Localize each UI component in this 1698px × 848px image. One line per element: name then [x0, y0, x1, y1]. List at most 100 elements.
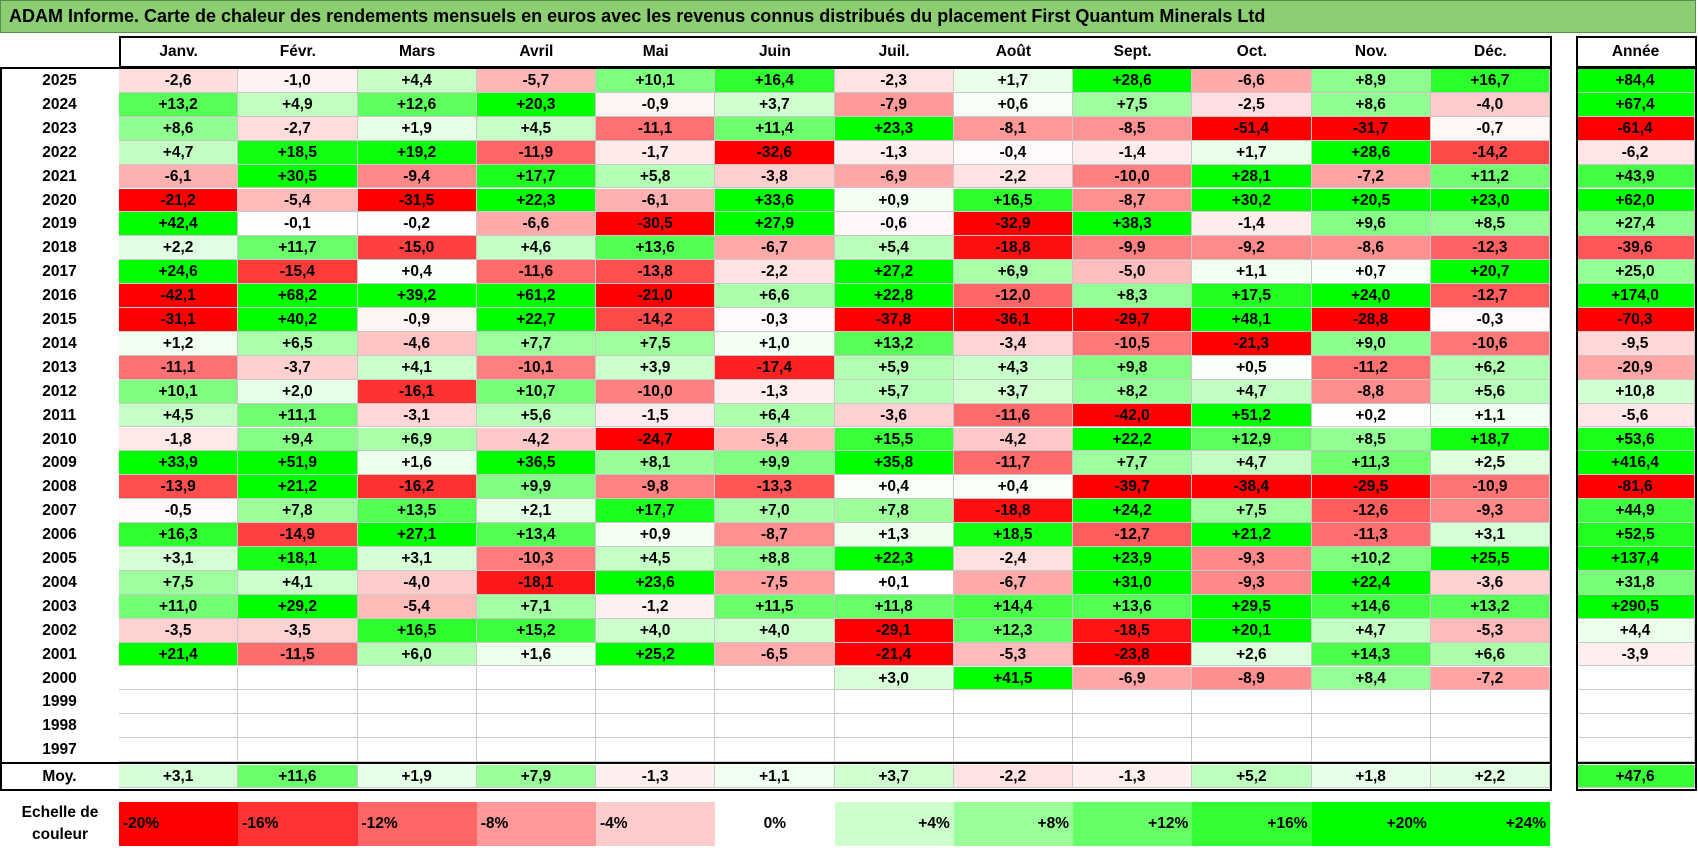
annual-cell: +10,8 — [1576, 379, 1695, 404]
heatmap-cell: +4,5 — [476, 116, 596, 141]
heatmap-cell — [953, 690, 1073, 715]
heatmap-cell: +2,5 — [1430, 451, 1550, 476]
heatmap-cell — [715, 690, 835, 715]
heatmap-cell: +20,7 — [1430, 260, 1550, 285]
heatmap-cell — [596, 714, 716, 739]
heatmap-cell: +8,9 — [1311, 69, 1431, 93]
heatmap-cell: -30,5 — [596, 212, 716, 237]
year-label: 2000 — [42, 669, 77, 687]
heatmap-cell: -21,2 — [119, 188, 239, 213]
heatmap-cell: +3,7 — [953, 379, 1073, 404]
heatmap-cell: -0,9 — [357, 308, 477, 332]
heatmap-cell: +29,2 — [238, 594, 358, 619]
year-label: 2016 — [42, 287, 77, 305]
heatmap-cell: -11,5 — [238, 642, 358, 667]
year-label: 2015 — [42, 311, 77, 328]
heatmap-cell — [119, 738, 239, 763]
avg-cell: -1,3 — [596, 765, 716, 788]
heatmap-cell: +6,2 — [1430, 355, 1550, 380]
annual-cell: -6,2 — [1576, 140, 1695, 165]
heatmap-cell: +27,2 — [834, 260, 954, 285]
avg-label: Moy. — [42, 768, 77, 785]
heatmap-cell: +16,7 — [1430, 69, 1550, 93]
heatmap-cell: +10,1 — [596, 69, 716, 93]
annual-cell: +67,4 — [1576, 92, 1695, 117]
heatmap-cell: +21,4 — [119, 642, 239, 667]
heatmap-cell: -12,7 — [1430, 284, 1550, 308]
heatmap-cell: +0,6 — [953, 92, 1073, 117]
heatmap-cell — [834, 690, 954, 715]
annual-cell: -81,6 — [1576, 475, 1695, 500]
heatmap-cell: +14,3 — [1311, 642, 1431, 667]
heatmap-cell: -14,2 — [1430, 140, 1550, 165]
heatmap-cell — [1430, 690, 1550, 715]
avg-cell: -2,2 — [953, 765, 1073, 788]
heatmap-cell: +8,5 — [1311, 427, 1431, 452]
year-label: 2007 — [42, 502, 77, 520]
heatmap-cell: -4,2 — [476, 427, 596, 452]
avg-cell: +11,6 — [238, 765, 358, 788]
heatmap-cell: +8,6 — [1311, 92, 1431, 117]
heatmap-cell: +8,5 — [1430, 212, 1550, 237]
heatmap-cell: +1,9 — [357, 116, 477, 141]
scale-swatch: +8% — [953, 802, 1073, 846]
heatmap-cell: -3,7 — [238, 355, 358, 380]
heatmap-cell: +11,0 — [119, 594, 239, 619]
heatmap-cell: +0,4 — [953, 475, 1073, 500]
month-header: Mars — [399, 43, 436, 60]
month-header: Août — [995, 43, 1032, 60]
heatmap-cell: +7,5 — [596, 331, 716, 356]
heatmap-cell: -10,0 — [596, 379, 716, 404]
heatmap-cell: -2,2 — [715, 260, 835, 285]
heatmap-cell: +23,0 — [1430, 188, 1550, 213]
annual-cell — [1576, 666, 1695, 691]
heatmap-cell — [1192, 738, 1312, 763]
annual-cell: -39,6 — [1576, 236, 1695, 261]
heatmap-cell: -6,9 — [834, 164, 954, 189]
heatmap-cell: -2,2 — [953, 164, 1073, 189]
avg-cell: +3,1 — [119, 765, 239, 788]
heatmap-cell: -3,5 — [238, 618, 358, 643]
heatmap-cell: +7,5 — [119, 570, 239, 595]
year-label: 2020 — [42, 191, 77, 209]
heatmap-cell: +23,3 — [834, 116, 954, 141]
heatmap-cell — [596, 666, 716, 691]
year-label: 2023 — [42, 119, 77, 137]
month-header: Mai — [642, 43, 669, 60]
heatmap-cell: -42,0 — [1073, 403, 1193, 428]
heatmap-cell: -11,6 — [476, 260, 596, 285]
heatmap-cell: -11,1 — [596, 116, 716, 141]
heatmap-cell: -39,7 — [1073, 475, 1193, 500]
heatmap-cell: +0,4 — [834, 475, 954, 500]
year-label: 2018 — [42, 239, 77, 257]
heatmap-cell: +8,8 — [715, 547, 835, 571]
heatmap-cell: -8,6 — [1311, 236, 1431, 261]
avg-cell: +3,7 — [834, 765, 954, 788]
heatmap-cell: -18,8 — [953, 236, 1073, 261]
heatmap-cell: -11,7 — [953, 451, 1073, 476]
heatmap-cell: +4,9 — [238, 92, 358, 117]
heatmap-cell: -31,5 — [357, 188, 477, 213]
heatmap-cell — [1311, 738, 1431, 763]
heatmap-cell: -7,9 — [834, 92, 954, 117]
heatmap-cell: +36,5 — [476, 451, 596, 476]
heatmap-cell: -21,0 — [596, 284, 716, 308]
heatmap-cell: +4,6 — [476, 236, 596, 261]
heatmap-cell: -14,2 — [596, 308, 716, 332]
annual-cell: +84,4 — [1576, 69, 1695, 93]
heatmap-cell: +18,7 — [1430, 427, 1550, 452]
heatmap-cell: -8,7 — [1073, 188, 1193, 213]
heatmap-cell: +7,7 — [1073, 451, 1193, 476]
heatmap-cell: +61,2 — [476, 284, 596, 308]
scale-swatch: +4% — [834, 802, 954, 846]
heatmap-cell: +20,1 — [1192, 618, 1312, 643]
heatmap-cell: -1,4 — [1073, 140, 1193, 165]
heatmap-cell: -13,9 — [119, 475, 239, 500]
annual-cell: +44,9 — [1576, 499, 1695, 524]
heatmap-cell: +4,7 — [1192, 379, 1312, 404]
heatmap-cell — [715, 666, 835, 691]
heatmap-cell: +1,0 — [715, 331, 835, 356]
heatmap-cell: +6,4 — [715, 403, 835, 428]
heatmap-cell: -4,0 — [357, 570, 477, 595]
heatmap-cell: -3,6 — [1430, 570, 1550, 595]
